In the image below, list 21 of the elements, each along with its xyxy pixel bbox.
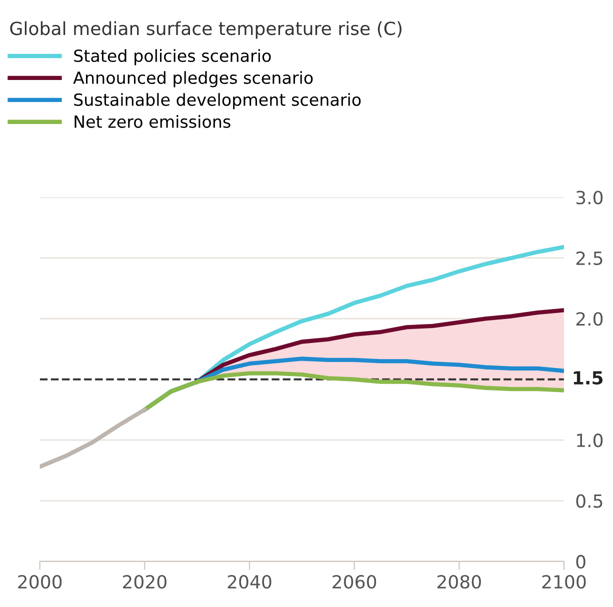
x-tick-label: 2040 — [228, 574, 272, 589]
y-tick-label: 1.0 — [577, 434, 603, 448]
y-tick-label: 2.5 — [576, 251, 602, 266]
legend-label: Net zero emissions — [74, 115, 230, 128]
x-tick-label: 2080 — [437, 574, 481, 589]
line-series — [194, 308, 564, 384]
legend-label: Stated policies scenario — [74, 49, 271, 66]
y-tick-label: 0.5 — [576, 494, 602, 508]
x-tick-label: 2020 — [123, 574, 166, 589]
legend-label: Announced pledges scenario — [73, 71, 313, 88]
x-tick-label: 2060 — [332, 574, 376, 589]
x-tick-label: 2100 — [542, 574, 586, 589]
y-tick-label: 0 — [576, 554, 586, 569]
line-series — [40, 408, 147, 469]
ref-line-label: 1.5 — [574, 371, 603, 385]
legend-label: Sustainable development scenario — [74, 93, 361, 110]
x-tick-label: 2000 — [18, 574, 62, 589]
y-tick-label: 2.0 — [576, 312, 603, 326]
y-tick-label: 3.0 — [576, 190, 603, 204]
line-series — [142, 371, 564, 412]
chart-title: Global median surface temperature rise (C) — [10, 21, 402, 39]
